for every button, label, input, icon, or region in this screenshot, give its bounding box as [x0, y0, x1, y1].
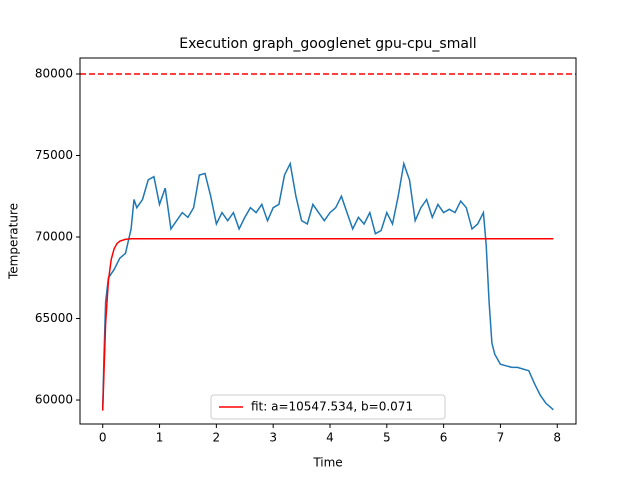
x-tick-label: 3 [269, 431, 277, 445]
y-tick-label: 60000 [35, 393, 73, 407]
x-tick-label: 0 [99, 431, 107, 445]
x-tick-label: 6 [440, 431, 448, 445]
y-tick-label: 80000 [35, 66, 73, 80]
plot-frame [79, 57, 577, 425]
x-tick-label: 5 [383, 431, 391, 445]
y-axis-label: Temperature [7, 203, 21, 280]
x-tick-label: 7 [497, 431, 505, 445]
x-tick-label: 1 [156, 431, 164, 445]
y-tick-label: 65000 [35, 311, 73, 325]
y-tick-label: 70000 [35, 230, 73, 244]
data-line [101, 237, 554, 411]
legend-label: fit: a=10547.534, b=0.071 [251, 400, 413, 414]
x-tick-label: 2 [213, 431, 221, 445]
x-tick-label: 8 [553, 431, 561, 445]
data-line [101, 160, 554, 411]
x-tick-label: 4 [326, 431, 334, 445]
x-axis-label: Time [312, 456, 342, 470]
chart-title: Execution graph_googlenet gpu-cpu_small [179, 36, 476, 52]
legend-box [210, 394, 446, 420]
y-tick-label: 75000 [35, 148, 73, 162]
